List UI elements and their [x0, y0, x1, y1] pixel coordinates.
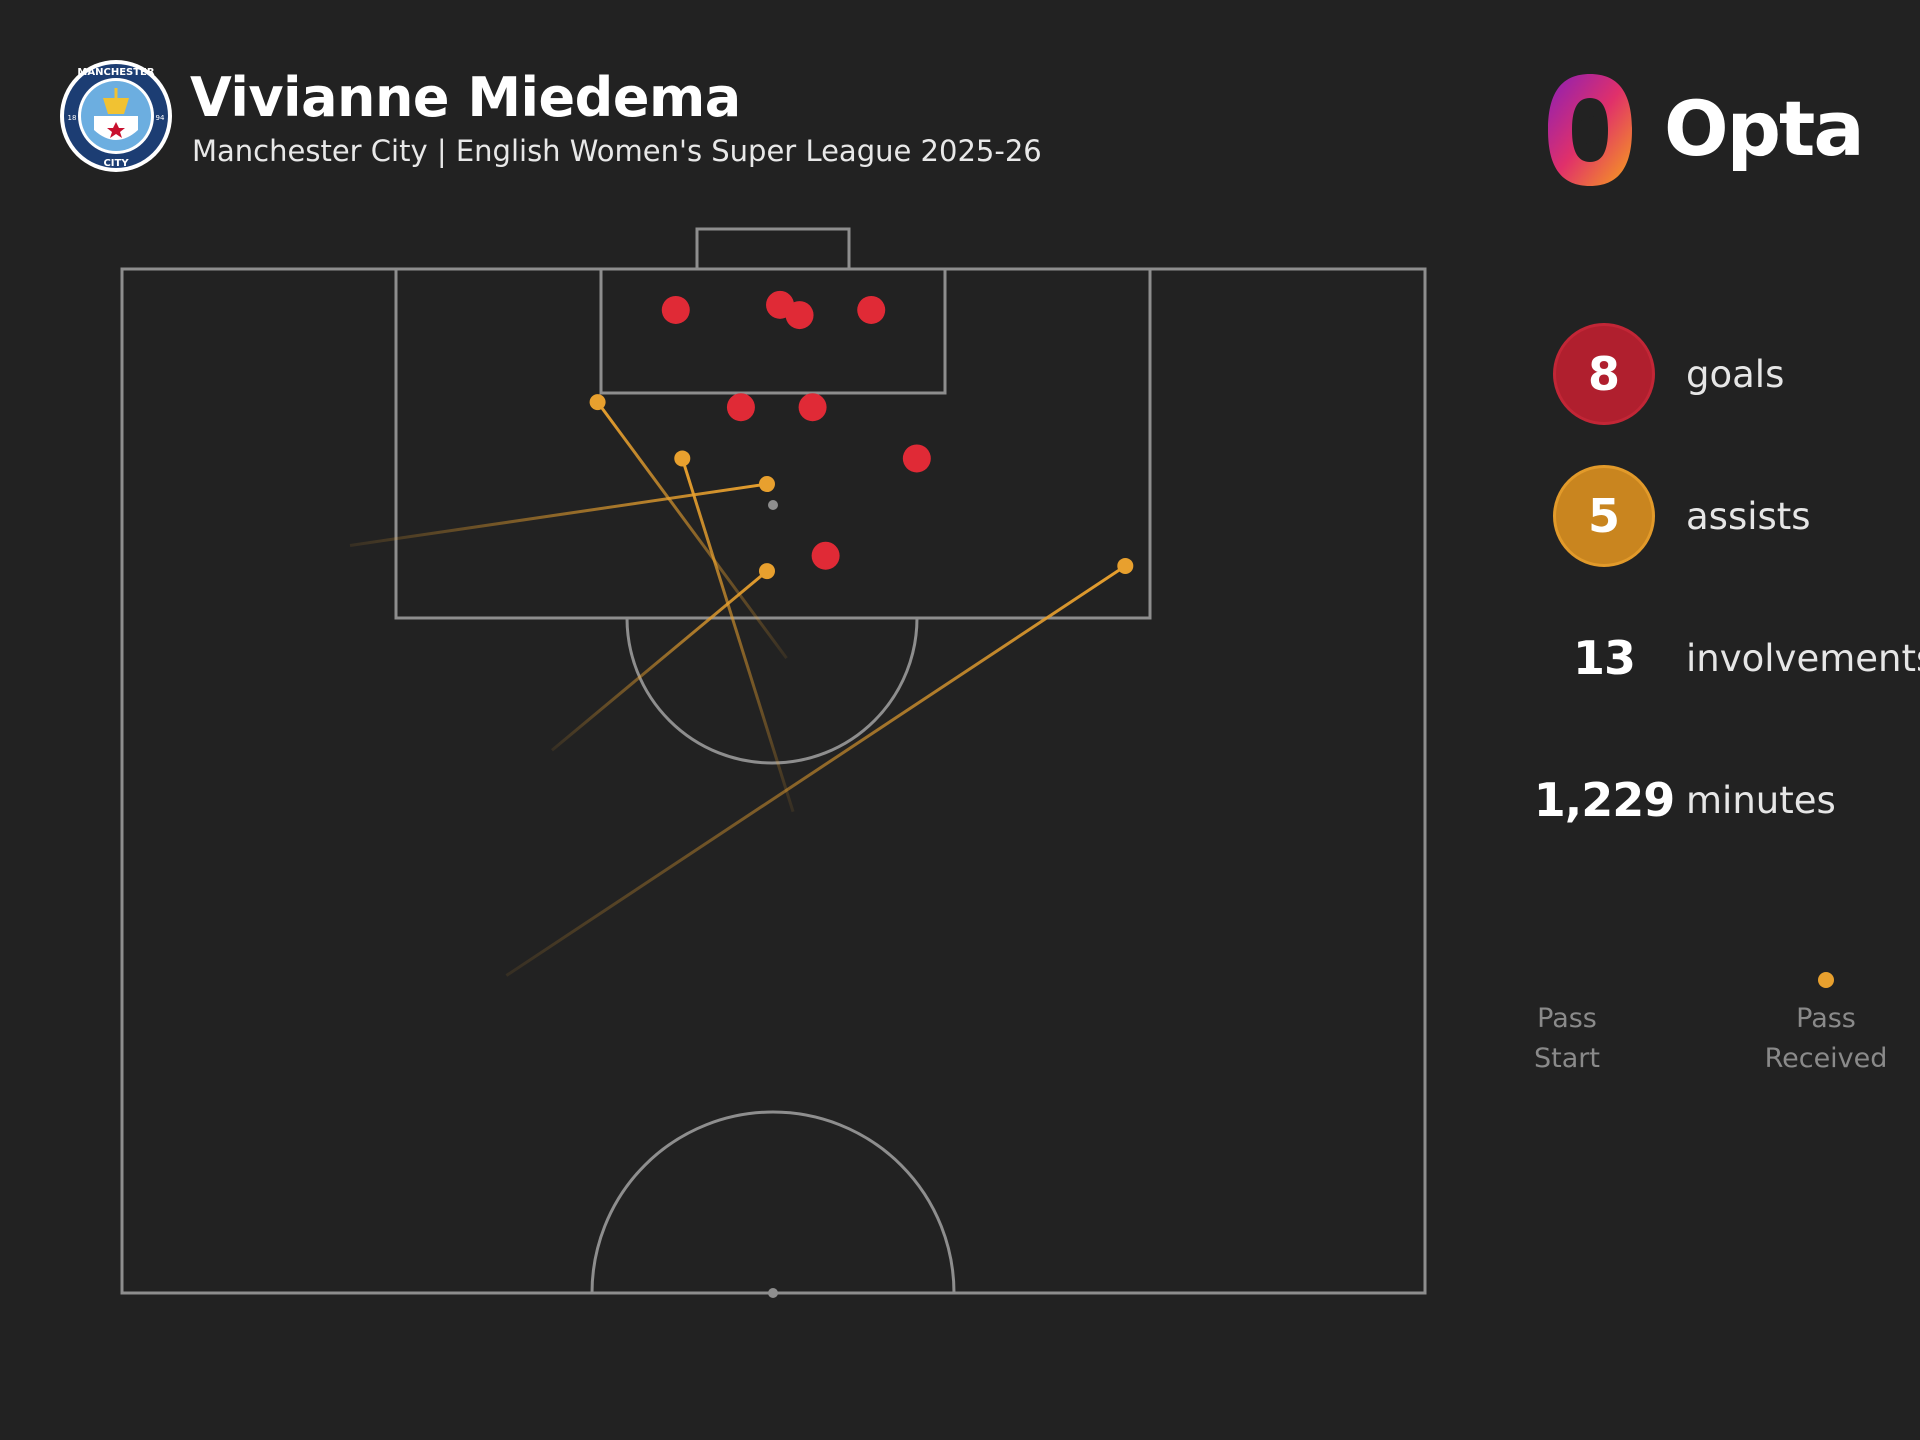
goals-label: goals	[1686, 352, 1785, 396]
assist-pass-line	[505, 564, 1127, 977]
pitch-markings	[120, 227, 1427, 1295]
assist-pass-line	[551, 569, 768, 752]
assist-received-dot	[758, 563, 775, 580]
opta-logo-icon	[1548, 74, 1632, 186]
crest-year-right: 94	[156, 114, 165, 122]
goal-shot-dot	[902, 444, 931, 473]
stat-involvements: 13 involvements	[1548, 607, 1920, 717]
goal-shots	[661, 290, 931, 570]
legend-pass-start-line1: Pass	[1537, 1003, 1597, 1034]
assist-pass-line	[596, 401, 788, 660]
assists-value: 5	[1553, 465, 1655, 567]
goal-shot-dot	[857, 295, 886, 324]
goal-shot-dot	[661, 295, 690, 324]
penalty-area	[394, 267, 1152, 620]
goals-value: 8	[1553, 323, 1655, 425]
player-name-title: Vivianne Miedema	[190, 66, 741, 129]
assist-passes	[349, 394, 1134, 977]
pitch-outline	[120, 267, 1427, 1295]
assist-pass-line	[680, 457, 795, 813]
assists-label: assists	[1686, 494, 1811, 538]
centre-circle	[590, 1110, 956, 1294]
goal-frame	[695, 227, 851, 271]
stat-minutes: 1,229 minutes	[1533, 749, 1920, 859]
crest-text-top: MANCHESTER	[77, 67, 154, 78]
opta-brand-text: Opta	[1664, 84, 1865, 173]
assist-pass-line	[349, 482, 768, 547]
assist-received-dot	[758, 476, 775, 493]
involvements-value: 13	[1572, 631, 1636, 685]
legend-pass-received-line2: Received	[1764, 1043, 1888, 1074]
legend-pass-received-line1: Pass	[1796, 1003, 1856, 1034]
legend-pass-received: Pass Received	[1746, 999, 1906, 1079]
legend-pass-start: Pass Start	[1487, 999, 1647, 1079]
legend-pass-start-line2: Start	[1534, 1043, 1600, 1074]
centre-spot	[768, 1288, 778, 1298]
six-yard-box	[599, 267, 947, 395]
minutes-value: 1,229	[1533, 773, 1676, 827]
goal-shot-dot	[798, 393, 827, 422]
legend-pass-line	[1566, 972, 1834, 988]
crest-year-left: 18	[68, 114, 77, 122]
goal-shot-dot	[726, 393, 755, 422]
assist-received-dot	[674, 450, 691, 467]
minutes-label: minutes	[1686, 778, 1836, 822]
goal-shot-dot	[811, 541, 840, 570]
legend-pass-received-dot	[1818, 972, 1834, 988]
penalty-spot	[768, 500, 778, 510]
crest-text-bottom: CITY	[103, 158, 129, 169]
penalty-arc	[625, 617, 919, 765]
manchester-city-crest-icon: MANCHESTER CITY 18 94	[60, 60, 172, 172]
stat-goals: 8 goals	[1548, 323, 1920, 433]
stat-assists: 5 assists	[1548, 465, 1920, 575]
assist-received-dot	[589, 394, 606, 411]
team-league-subtitle: Manchester City | English Women's Super …	[192, 134, 1042, 168]
goal-shot-dot	[785, 301, 814, 330]
involvements-label: involvements	[1686, 636, 1920, 680]
assist-received-dot	[1117, 557, 1134, 574]
